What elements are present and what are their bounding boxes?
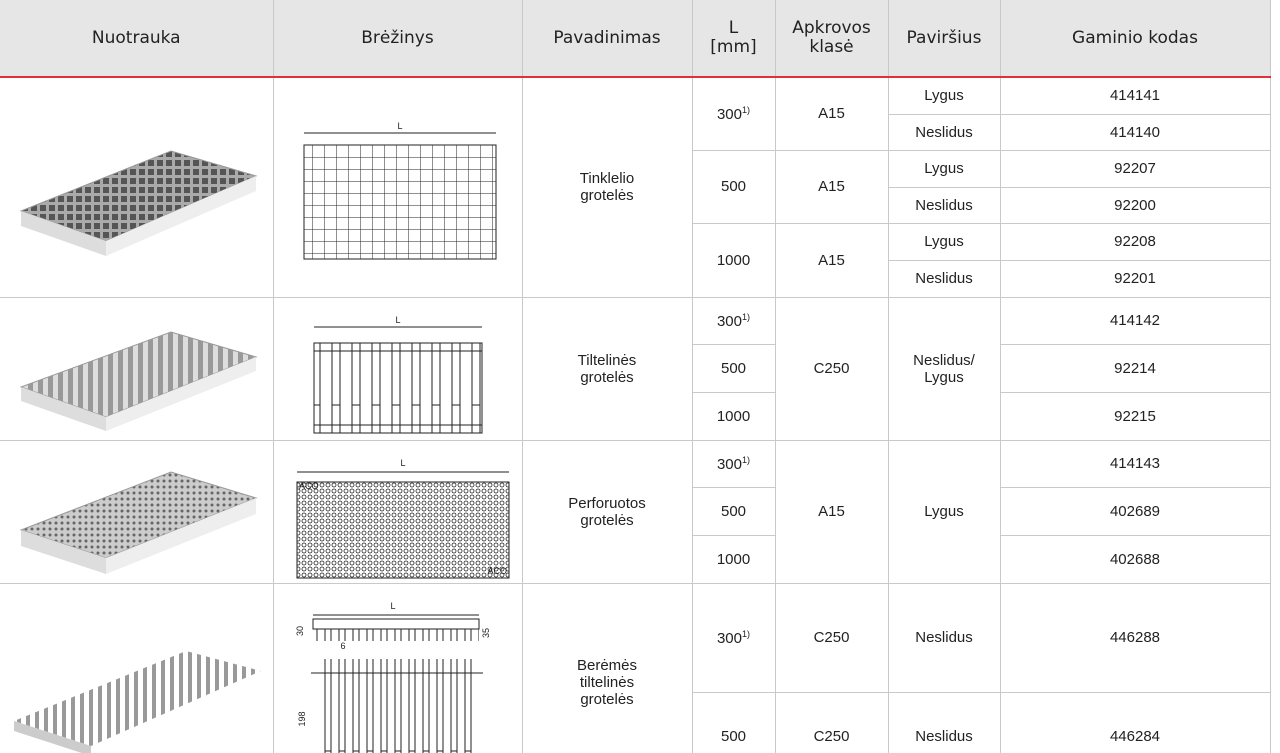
code-cell: 446288 bbox=[999, 582, 1271, 694]
surface-cell: Neslidus/ Lygus bbox=[887, 296, 1001, 441]
drawing-label: 198 bbox=[297, 711, 307, 726]
drawing: L ACO ACO bbox=[296, 458, 509, 578]
photo bbox=[14, 650, 262, 753]
photo-cell bbox=[0, 582, 274, 753]
length: 300 bbox=[716, 312, 742, 330]
class-cell: A15 bbox=[774, 439, 889, 584]
name-cell: Tiltelinės grotelės bbox=[521, 296, 693, 441]
class-cell: A15 bbox=[774, 149, 889, 224]
drawing-label: 6 bbox=[340, 641, 345, 651]
length-cell: 500 bbox=[692, 692, 776, 753]
class-cell: C250 bbox=[774, 582, 889, 694]
drawing-label: L bbox=[395, 315, 400, 325]
length: 300 bbox=[716, 105, 742, 123]
drawing-label: L bbox=[390, 601, 395, 611]
drawing-cell: L 30 35 6 198 bbox=[272, 582, 523, 753]
code-cell: 414143 bbox=[999, 439, 1271, 488]
name-cell: Tinklelio grotelės bbox=[521, 76, 693, 298]
code-cell: 402689 bbox=[999, 486, 1271, 537]
length-cell: 500 bbox=[692, 343, 776, 394]
class-cell: A15 bbox=[774, 222, 889, 298]
code-cell: 92215 bbox=[999, 392, 1271, 441]
photo bbox=[19, 471, 258, 574]
drawing: L 30 35 6 198 bbox=[295, 601, 491, 753]
surface-cell: Neslidus bbox=[888, 259, 1001, 298]
surface-cell: Neslidus bbox=[887, 692, 1001, 753]
photo-cell bbox=[0, 76, 274, 298]
length: 300 bbox=[716, 455, 742, 473]
drawing-label: ACO bbox=[299, 481, 319, 491]
footnote: 1) bbox=[742, 628, 751, 639]
header-cell: Paviršius bbox=[887, 0, 1001, 78]
code-cell: 414140 bbox=[999, 113, 1271, 151]
length-cell: 1000 bbox=[692, 392, 776, 441]
length-cell: 500 bbox=[692, 486, 776, 537]
photo bbox=[19, 331, 258, 431]
code-cell: 446284 bbox=[999, 692, 1271, 753]
class-cell: A15 bbox=[774, 76, 889, 151]
length-cell: 3001) bbox=[691, 76, 776, 151]
code-cell: 92201 bbox=[999, 259, 1271, 298]
code-cell: 414142 bbox=[999, 296, 1271, 345]
footnote: 1) bbox=[742, 454, 751, 465]
class-cell: C250 bbox=[774, 296, 889, 441]
length-cell: 3001) bbox=[691, 296, 776, 345]
header-cell: Gaminio kodas bbox=[999, 0, 1271, 78]
code-cell: 92200 bbox=[999, 186, 1271, 224]
header-cell: Apkrovos klasė bbox=[774, 0, 889, 78]
surface-cell: Neslidus bbox=[888, 186, 1001, 224]
footnote: 1) bbox=[742, 311, 751, 322]
photo bbox=[19, 150, 258, 256]
drawing: L bbox=[303, 121, 496, 260]
photo-cell bbox=[0, 296, 274, 441]
code-cell: 92207 bbox=[999, 149, 1271, 188]
photo-cell bbox=[0, 439, 274, 584]
drawing-cell: L bbox=[272, 296, 523, 441]
surface-cell: Lygus bbox=[887, 222, 1001, 261]
name-cell: Berėmės tiltelinės grotelės bbox=[521, 582, 693, 753]
header-cell: Pavadinimas bbox=[521, 0, 693, 78]
header-cell: Brėžinys bbox=[272, 0, 523, 78]
drawing: L bbox=[313, 315, 482, 433]
drawing-label: L bbox=[400, 458, 405, 468]
code-cell: 402688 bbox=[999, 535, 1271, 584]
length: 300 bbox=[716, 629, 742, 647]
surface-cell: Lygus bbox=[887, 439, 1001, 584]
header-cell: L [mm] bbox=[691, 0, 776, 78]
length-cell: 1000 bbox=[692, 535, 776, 584]
surface-cell: Lygus bbox=[887, 149, 1001, 188]
drawing-label: L bbox=[397, 121, 402, 131]
header-row: Nuotrauka Brėžinys Pavadinimas L [mm] Ap… bbox=[0, 0, 1271, 78]
drawing-label: 35 bbox=[481, 627, 491, 637]
name-cell: Perforuotos grotelės bbox=[521, 439, 693, 584]
length-cell: 3001) bbox=[691, 582, 776, 694]
length-cell: 1000 bbox=[692, 222, 776, 298]
surface-cell: Lygus bbox=[887, 76, 1001, 115]
length-cell: 500 bbox=[692, 149, 776, 224]
header-cell: Nuotrauka bbox=[0, 0, 274, 78]
drawing-cell: L bbox=[272, 76, 523, 298]
code-cell: 92208 bbox=[999, 222, 1271, 261]
class-cell: C250 bbox=[774, 692, 889, 753]
code-cell: 414141 bbox=[999, 76, 1271, 115]
drawing-label: ACO bbox=[487, 566, 507, 576]
footnote: 1) bbox=[742, 104, 751, 115]
drawing-label: 30 bbox=[295, 625, 305, 635]
length-cell: 3001) bbox=[691, 439, 776, 488]
surface-cell: Neslidus bbox=[887, 582, 1001, 694]
drawing-cell: L ACO ACO bbox=[272, 439, 523, 584]
code-cell: 92214 bbox=[999, 343, 1271, 394]
surface-cell: Neslidus bbox=[888, 113, 1001, 151]
